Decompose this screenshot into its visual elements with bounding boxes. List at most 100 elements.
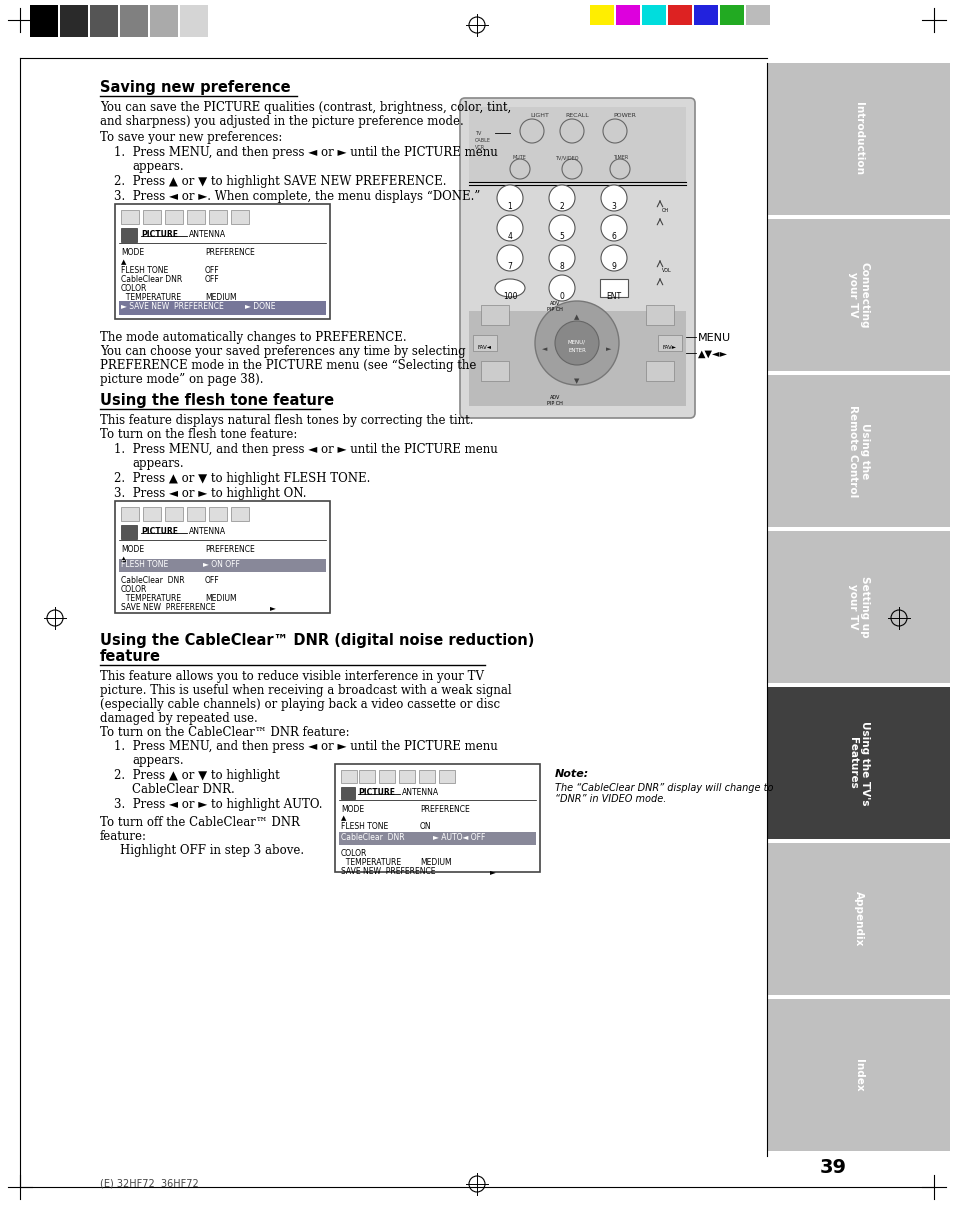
Text: COLOR: COLOR bbox=[340, 849, 367, 857]
Text: ADV: ADV bbox=[549, 396, 559, 400]
Bar bbox=[121, 228, 137, 242]
Circle shape bbox=[602, 119, 626, 144]
Text: 7: 7 bbox=[507, 262, 512, 271]
Text: LIGHT: LIGHT bbox=[530, 113, 548, 118]
Text: You can save the PICTURE qualities (contrast, brightness, color, tint,: You can save the PICTURE qualities (cont… bbox=[100, 101, 511, 115]
Text: ANTENNA: ANTENNA bbox=[189, 527, 226, 535]
Text: VOL: VOL bbox=[661, 268, 671, 273]
Text: ► ON OFF: ► ON OFF bbox=[203, 560, 239, 569]
Bar bbox=[745, 5, 769, 25]
Text: (E) 32HF72  36HF72: (E) 32HF72 36HF72 bbox=[100, 1178, 198, 1188]
Text: ANTENNA: ANTENNA bbox=[401, 788, 438, 797]
Bar bbox=[340, 788, 355, 800]
Text: FLESH TONE: FLESH TONE bbox=[121, 267, 168, 275]
Ellipse shape bbox=[495, 279, 524, 297]
Text: VCR: VCR bbox=[475, 145, 485, 150]
Bar bbox=[480, 305, 509, 324]
Circle shape bbox=[548, 215, 575, 241]
Bar bbox=[60, 5, 88, 37]
Text: PREFERENCE: PREFERENCE bbox=[205, 248, 254, 257]
Text: 3.  Press ◄ or ►. When complete, the menu displays “DONE.”: 3. Press ◄ or ►. When complete, the menu… bbox=[113, 191, 480, 203]
Text: PICTURE: PICTURE bbox=[141, 230, 178, 239]
Bar bbox=[358, 769, 375, 783]
Bar bbox=[143, 210, 161, 224]
Text: ►: ► bbox=[490, 867, 496, 876]
Bar bbox=[589, 5, 614, 25]
Text: ▲▼◄►: ▲▼◄► bbox=[698, 349, 727, 359]
Text: ►: ► bbox=[606, 346, 611, 352]
Text: ► AUTO◄ OFF: ► AUTO◄ OFF bbox=[433, 833, 485, 842]
Bar bbox=[767, 999, 949, 1151]
Bar bbox=[767, 375, 949, 527]
Text: TEMPERATURE: TEMPERATURE bbox=[340, 857, 400, 867]
Circle shape bbox=[497, 185, 522, 211]
Text: MEDIUM: MEDIUM bbox=[205, 595, 236, 603]
Bar bbox=[143, 507, 161, 521]
Bar bbox=[645, 361, 673, 381]
Text: 1.  Press MENU, and then press ◄ or ► until the PICTURE menu: 1. Press MENU, and then press ◄ or ► unt… bbox=[113, 443, 497, 456]
Bar bbox=[340, 769, 356, 783]
Bar bbox=[767, 63, 949, 215]
Text: MODE: MODE bbox=[121, 545, 144, 554]
Text: feature: feature bbox=[100, 649, 161, 665]
Text: 1.  Press MENU, and then press ◄ or ► until the PICTURE menu: 1. Press MENU, and then press ◄ or ► unt… bbox=[113, 740, 497, 753]
Text: Index: Index bbox=[853, 1059, 863, 1091]
Text: MODE: MODE bbox=[340, 804, 364, 814]
Text: FAV◄: FAV◄ bbox=[477, 345, 492, 350]
Text: “DNR” in VIDEO mode.: “DNR” in VIDEO mode. bbox=[555, 794, 666, 804]
Text: 8: 8 bbox=[559, 262, 564, 271]
Text: ENTER: ENTER bbox=[567, 349, 585, 353]
Text: RECALL: RECALL bbox=[564, 113, 588, 118]
Text: Highlight OFF in step 3 above.: Highlight OFF in step 3 above. bbox=[120, 844, 304, 857]
Text: damaged by repeated use.: damaged by repeated use. bbox=[100, 712, 257, 725]
Bar bbox=[641, 5, 665, 25]
Text: POWER: POWER bbox=[613, 113, 636, 118]
Text: Appendix: Appendix bbox=[853, 891, 863, 947]
FancyBboxPatch shape bbox=[459, 98, 695, 418]
Text: PIP CH: PIP CH bbox=[546, 402, 562, 406]
Text: OFF: OFF bbox=[205, 275, 219, 283]
Text: picture. This is useful when receiving a broadcast with a weak signal: picture. This is useful when receiving a… bbox=[100, 684, 511, 697]
Text: TV/VIDEO: TV/VIDEO bbox=[555, 156, 578, 160]
Bar bbox=[398, 769, 415, 783]
Bar bbox=[121, 210, 139, 224]
Bar bbox=[180, 5, 208, 37]
Text: SAVE NEW  PREFERENCE: SAVE NEW PREFERENCE bbox=[121, 603, 215, 611]
Text: TIMER: TIMER bbox=[613, 156, 628, 160]
Bar bbox=[187, 210, 205, 224]
Text: ANTENNA: ANTENNA bbox=[189, 230, 226, 239]
Text: This feature displays natural flesh tones by correcting the tint.: This feature displays natural flesh tone… bbox=[100, 414, 473, 427]
Text: CH: CH bbox=[661, 207, 668, 213]
Text: appears.: appears. bbox=[132, 160, 183, 172]
Text: MEDIUM: MEDIUM bbox=[419, 857, 451, 867]
Bar bbox=[469, 107, 685, 182]
Text: ► SAVE NEW  PREFERENCE: ► SAVE NEW PREFERENCE bbox=[121, 302, 224, 311]
Bar bbox=[645, 305, 673, 324]
Text: feature:: feature: bbox=[100, 830, 147, 843]
Bar bbox=[165, 507, 183, 521]
Text: and sharpness) you adjusted in the picture preference mode.: and sharpness) you adjusted in the pictu… bbox=[100, 115, 463, 128]
Text: PICTURE: PICTURE bbox=[357, 788, 395, 797]
Text: PIP CH: PIP CH bbox=[546, 308, 562, 312]
Text: CableClear DNR.: CableClear DNR. bbox=[132, 783, 234, 796]
Text: ▲: ▲ bbox=[121, 555, 126, 563]
Bar bbox=[616, 5, 639, 25]
Bar bbox=[119, 302, 326, 315]
Bar bbox=[115, 500, 330, 613]
Text: appears.: appears. bbox=[132, 754, 183, 767]
Text: MENU: MENU bbox=[698, 333, 730, 343]
Text: Using the TV's
Features: Using the TV's Features bbox=[847, 721, 869, 806]
Text: 3.  Press ◄ or ► to highlight AUTO.: 3. Press ◄ or ► to highlight AUTO. bbox=[113, 798, 322, 810]
Bar bbox=[30, 5, 58, 37]
Bar bbox=[767, 531, 949, 683]
Circle shape bbox=[555, 321, 598, 365]
Bar bbox=[119, 560, 326, 572]
Text: 4: 4 bbox=[507, 232, 512, 241]
Circle shape bbox=[559, 119, 583, 144]
Text: COLOR: COLOR bbox=[121, 283, 147, 293]
Text: 1: 1 bbox=[507, 201, 512, 211]
Text: 1.  Press MENU, and then press ◄ or ► until the PICTURE menu: 1. Press MENU, and then press ◄ or ► unt… bbox=[113, 146, 497, 159]
Text: ON: ON bbox=[419, 822, 431, 831]
Bar bbox=[469, 311, 685, 406]
Circle shape bbox=[600, 185, 626, 211]
